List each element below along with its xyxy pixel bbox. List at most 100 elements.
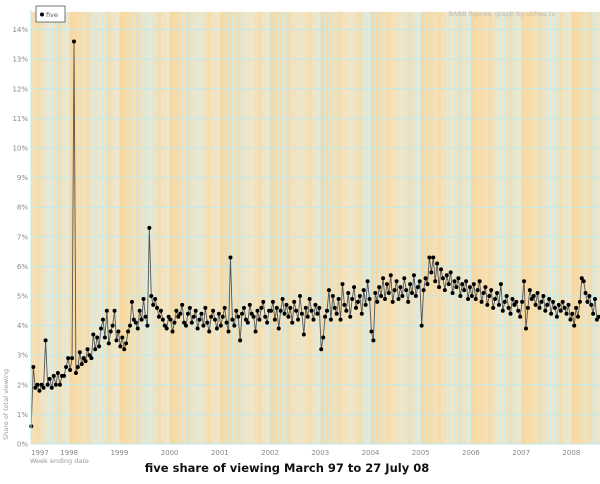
data-point — [222, 305, 227, 310]
data-point — [552, 305, 557, 310]
month-stripe — [487, 11, 492, 445]
data-point — [373, 291, 378, 296]
data-point — [278, 308, 283, 313]
data-point — [361, 288, 366, 293]
data-point — [483, 285, 488, 290]
legend: five — [35, 5, 66, 23]
x-tick-label: 2005 — [412, 449, 430, 457]
data-point — [87, 353, 92, 358]
data-point — [129, 299, 134, 304]
month-stripe — [81, 11, 86, 445]
month-stripe — [316, 11, 321, 445]
data-point — [201, 323, 206, 328]
x-tick-label: 2002 — [261, 449, 279, 457]
data-point — [551, 299, 556, 304]
data-point — [151, 302, 156, 307]
data-point — [307, 296, 312, 301]
month-stripe — [353, 11, 358, 445]
month-stripe — [123, 11, 128, 445]
data-point — [440, 276, 445, 281]
data-point — [77, 350, 82, 355]
data-point — [185, 311, 190, 316]
data-point — [469, 294, 474, 298]
y-tick-label: 10% — [12, 145, 28, 153]
data-point — [487, 294, 492, 298]
data-point — [570, 311, 575, 316]
data-point — [207, 329, 212, 334]
data-point — [529, 296, 534, 301]
data-point — [41, 385, 46, 390]
data-point — [369, 329, 374, 334]
data-point — [128, 323, 133, 328]
legend-marker — [40, 12, 44, 17]
data-point — [43, 338, 48, 343]
data-point — [37, 388, 42, 393]
data-point — [191, 314, 196, 319]
data-point — [574, 305, 579, 310]
month-stripe — [516, 11, 522, 445]
data-point — [116, 329, 121, 334]
data-point — [315, 311, 320, 316]
month-stripe — [370, 11, 375, 445]
month-stripe — [169, 11, 174, 445]
data-point — [531, 294, 536, 298]
data-point — [91, 332, 96, 337]
data-point — [104, 308, 109, 313]
data-point — [47, 376, 52, 381]
month-stripe — [399, 11, 404, 445]
data-point — [415, 285, 420, 290]
month-stripe — [596, 11, 600, 445]
month-stripe — [69, 11, 74, 445]
month-stripe — [39, 11, 45, 445]
data-point — [357, 294, 362, 298]
data-point — [390, 299, 395, 304]
data-point — [292, 299, 297, 304]
month-stripe — [203, 11, 208, 445]
data-point — [234, 308, 239, 313]
x-tick-label: 2006 — [462, 449, 480, 457]
month-stripe — [567, 11, 572, 445]
data-point — [388, 273, 393, 278]
y-tick-label: 1% — [17, 411, 28, 419]
data-point — [431, 255, 436, 260]
month-stripe — [152, 11, 158, 445]
data-point — [270, 299, 275, 304]
data-point — [568, 317, 573, 322]
data-point — [464, 279, 469, 284]
month-stripe — [546, 11, 551, 445]
data-point — [95, 335, 100, 340]
data-point — [187, 305, 192, 310]
month-stripe — [533, 11, 538, 445]
x-tick-label: 2003 — [311, 449, 329, 457]
x-tick-label: 2000 — [161, 449, 179, 457]
data-point — [216, 311, 221, 316]
data-point — [444, 273, 449, 278]
data-point — [284, 302, 289, 307]
month-stripe — [90, 11, 95, 445]
month-stripe — [579, 11, 584, 445]
month-stripe — [307, 11, 312, 445]
data-point — [120, 335, 125, 340]
month-stripe — [525, 11, 530, 445]
y-tick-label: 8% — [17, 204, 28, 212]
data-point — [218, 323, 223, 328]
data-point — [195, 326, 200, 331]
data-point — [49, 385, 54, 390]
data-point — [479, 299, 484, 304]
x-tick-label: 1997 — [31, 449, 49, 457]
chart-title: five share of viewing March 97 to 27 Jul… — [145, 461, 429, 475]
data-point — [379, 294, 384, 298]
month-stripe — [295, 11, 300, 445]
data-point — [462, 288, 467, 293]
gridlines — [30, 11, 600, 445]
data-point — [518, 314, 523, 319]
month-stripe — [219, 11, 225, 445]
data-point — [106, 341, 111, 346]
data-point — [591, 311, 596, 316]
data-point — [147, 225, 152, 230]
data-point — [411, 273, 416, 278]
month-stripe — [190, 11, 195, 445]
data-point — [460, 282, 465, 287]
data-point — [238, 338, 243, 343]
data-point — [527, 288, 532, 293]
